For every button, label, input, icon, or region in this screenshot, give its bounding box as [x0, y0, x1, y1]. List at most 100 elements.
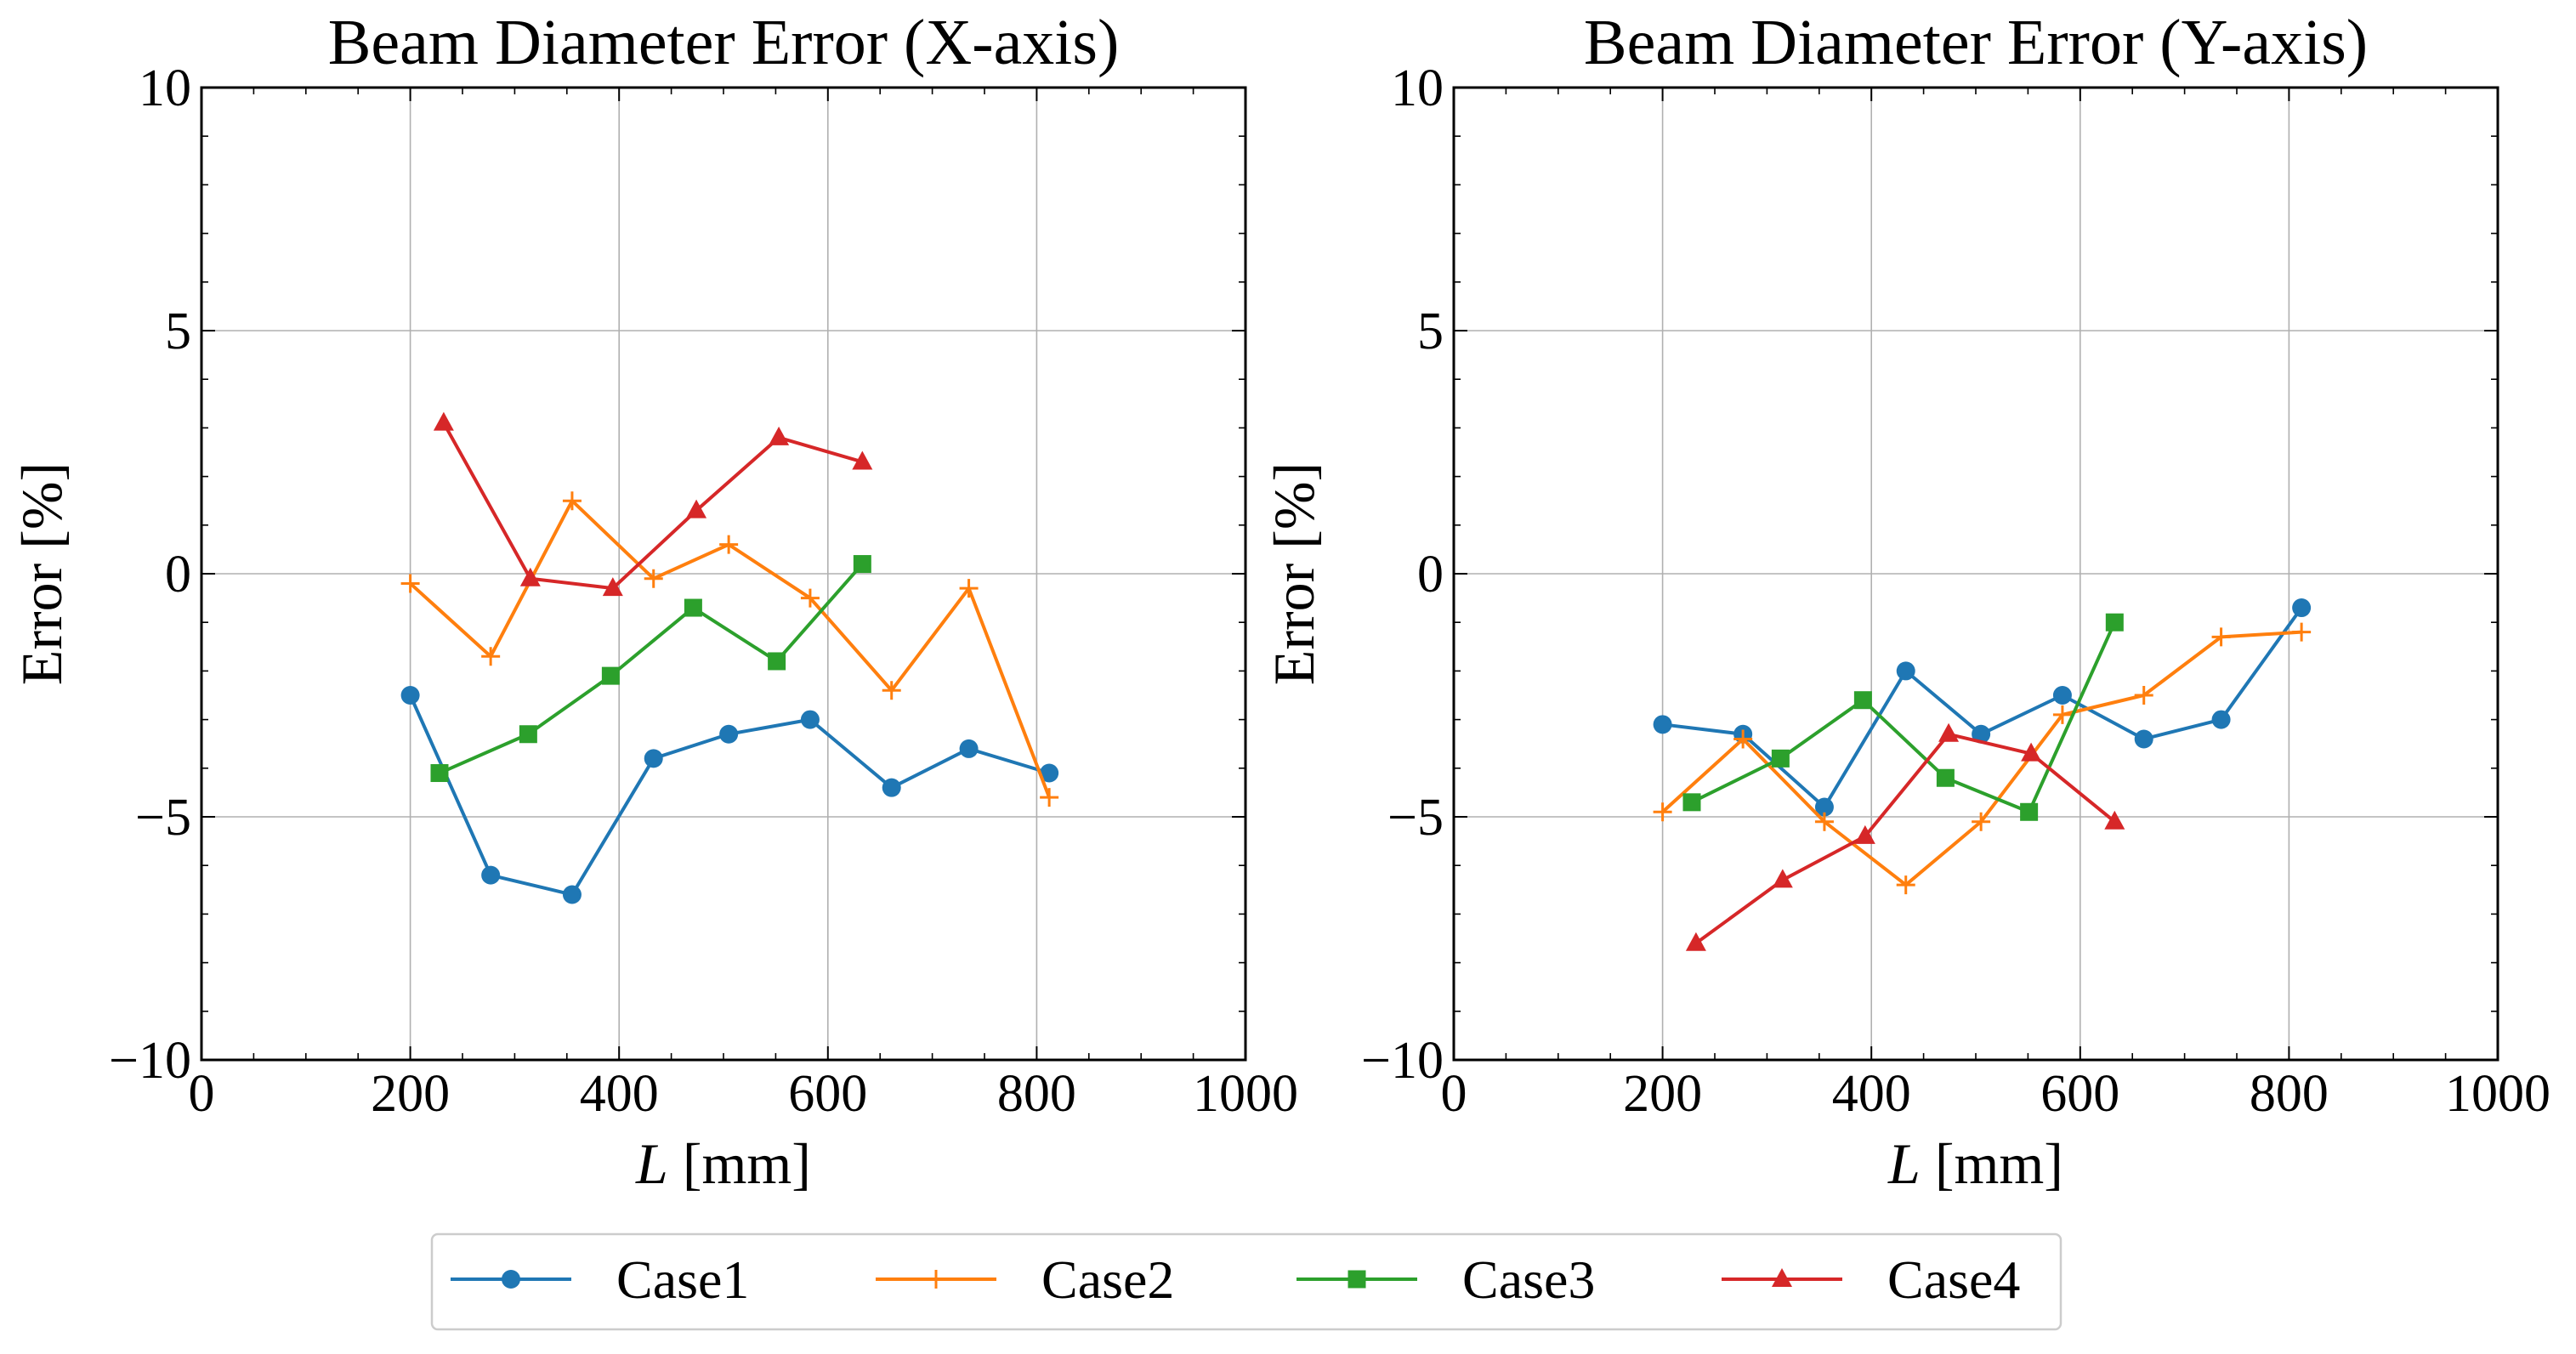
data-point: [686, 499, 707, 518]
data-point: [400, 686, 420, 705]
y-tick-label: 5: [165, 303, 191, 360]
legend-entry-case3: Case3: [1297, 1249, 1595, 1310]
data-point: [800, 588, 820, 608]
y-tick-label: −10: [1361, 1032, 1444, 1090]
x-tick-label: 200: [1623, 1065, 1702, 1123]
data-point: [430, 764, 449, 783]
x-axis-label-unit: [mm]: [1921, 1131, 2063, 1196]
data-point: [2292, 622, 2312, 642]
data-point: [800, 710, 820, 729]
legend-marker: [1348, 1270, 1366, 1289]
data-point: [1854, 824, 1875, 844]
data-point: [1653, 802, 1672, 822]
data-point: [1682, 793, 1701, 812]
data-point: [519, 567, 541, 586]
data-point: [1814, 812, 1834, 831]
data-point: [2211, 710, 2231, 729]
chart-title: Beam Diameter Error (X-axis): [328, 7, 1120, 78]
x-axis-label-unit: [mm]: [668, 1131, 811, 1196]
series-line-case3: [439, 563, 864, 775]
legend-label: Case2: [1041, 1249, 1174, 1310]
data-point: [769, 426, 790, 445]
data-point: [2134, 729, 2153, 749]
legend-marker: [1772, 1268, 1792, 1287]
data-point: [1853, 691, 1872, 710]
legend-label: Case1: [616, 1249, 749, 1310]
data-point: [2105, 613, 2124, 632]
x-tick-label: 0: [1441, 1065, 1467, 1123]
y-tick-label: 0: [1417, 546, 1444, 603]
data-point: [768, 652, 786, 671]
data-point: [400, 574, 420, 593]
data-point: [1771, 749, 1790, 768]
plot-frame: [200, 86, 1247, 1062]
chart-panel-1: 0 200 400 600 800 1000 −10 −5 0 5 10 Beam Diameter …: [9, 7, 1298, 1196]
data-point: [644, 749, 663, 768]
x-tick-label: 400: [1832, 1065, 1911, 1123]
y-axis-label: Error [%]: [9, 462, 74, 685]
data-point: [602, 577, 623, 597]
y-tick-label: 5: [1417, 303, 1444, 360]
series-line-case4: [1694, 732, 2116, 945]
data-point: [1733, 729, 1753, 749]
y-tick-label: 0: [165, 546, 191, 603]
x-tick-label: 800: [997, 1065, 1076, 1123]
data-point: [481, 865, 501, 885]
data-point: [562, 885, 582, 904]
data-point: [719, 724, 739, 744]
series-case2: [400, 491, 1059, 807]
series-case1: [1653, 598, 2312, 817]
legend-box: [430, 1232, 2063, 1331]
x-tick-label: 400: [580, 1065, 659, 1123]
x-tick-label: 1000: [2445, 1065, 2550, 1123]
plot-frame: [1452, 86, 2499, 1062]
data-point: [882, 681, 901, 700]
data-point: [1040, 788, 1059, 807]
data-point: [852, 450, 873, 470]
data-point: [481, 647, 501, 666]
data-point: [644, 569, 663, 588]
x-tick-label: 600: [2040, 1065, 2119, 1123]
data-point: [2134, 686, 2153, 705]
x-tick-label: 200: [371, 1065, 450, 1123]
series-case3: [430, 555, 871, 783]
data-point: [1040, 763, 1059, 783]
legend-marker: [927, 1270, 945, 1289]
data-point: [1972, 724, 1991, 744]
series-case4: [1685, 722, 2125, 951]
data-point: [2021, 742, 2042, 762]
y-tick-label: 10: [1391, 59, 1444, 117]
data-point: [1653, 715, 1672, 734]
x-tick-label: 600: [788, 1065, 867, 1123]
series-line-case4: [442, 422, 863, 591]
data-point: [1772, 869, 1793, 888]
data-point: [562, 491, 582, 511]
data-point: [2020, 802, 2039, 821]
x-axis-label: L [mm]: [1887, 1131, 2063, 1196]
data-point: [2104, 810, 2125, 830]
series-line-case3: [1691, 621, 2117, 814]
legend-label: Case4: [1887, 1249, 2020, 1310]
data-point: [601, 666, 620, 685]
legend-marker: [502, 1270, 520, 1289]
data-point: [1938, 722, 1960, 742]
legend: Case1 Case2 Case3 Case4: [430, 1232, 2063, 1331]
x-tick-label: 800: [2250, 1065, 2329, 1123]
y-tick-label: −5: [135, 789, 191, 847]
data-point: [1936, 768, 1955, 787]
series-case4: [433, 411, 873, 597]
data-point: [1896, 661, 1915, 681]
data-point: [519, 725, 537, 744]
x-tick-label: 1000: [1193, 1065, 1298, 1123]
series-case3: [1682, 613, 2124, 821]
data-point: [1814, 797, 1834, 817]
data-point: [959, 739, 979, 758]
chart-title: Beam Diameter Error (Y-axis): [1584, 7, 2368, 78]
series-case1: [400, 686, 1059, 904]
series-line-case2: [1661, 630, 2302, 887]
data-point: [959, 579, 979, 598]
x-axis-label: L [mm]: [635, 1131, 811, 1196]
data-point: [2211, 627, 2231, 647]
series-case2: [1653, 622, 2312, 895]
